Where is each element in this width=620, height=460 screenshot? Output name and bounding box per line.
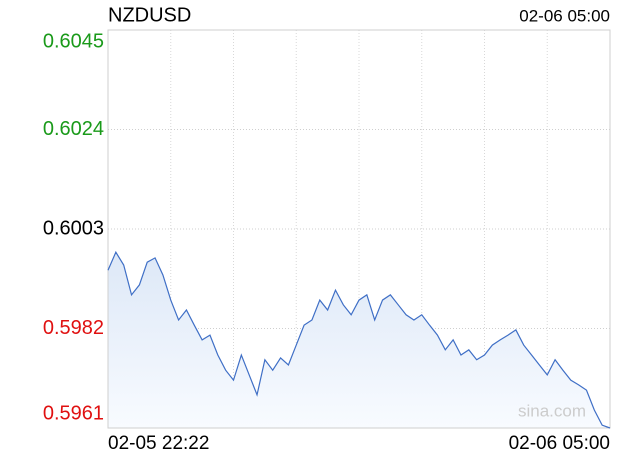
area-fill [108, 252, 610, 428]
chart-subtitle: 02-06 05:00 [519, 6, 610, 25]
x-tick-label: 02-06 05:00 [509, 433, 610, 454]
plot-frame [107, 29, 611, 429]
price-line [107, 250, 611, 429]
y-tick-label: 0.6003 [43, 217, 104, 239]
y-tick-label: 0.5982 [43, 317, 104, 339]
chart-title: NZDUSD [108, 4, 191, 26]
y-tick-label: 0.6045 [43, 30, 104, 52]
x-tick-label: 02-05 22:22 [108, 433, 209, 454]
watermark: sina.com [518, 401, 586, 420]
y-tick-label: 0.5961 [43, 402, 104, 424]
y-tick-label: 0.6024 [43, 118, 104, 140]
